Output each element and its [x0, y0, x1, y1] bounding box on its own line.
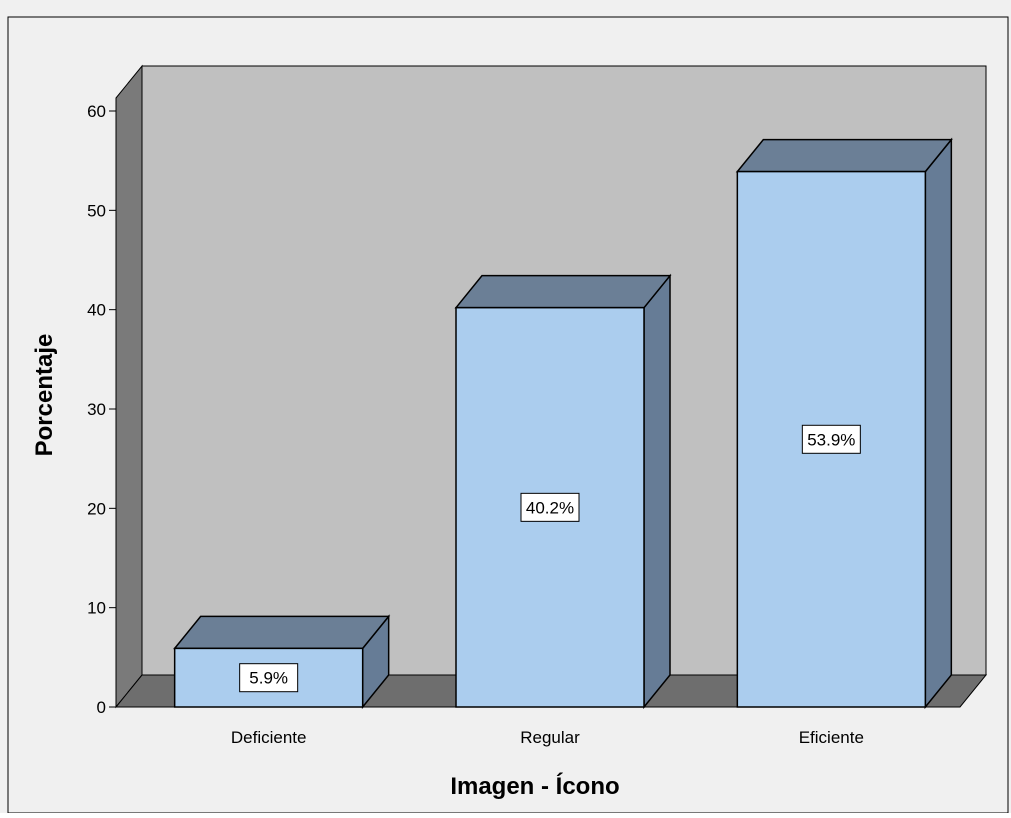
data-label: 53.9%	[807, 430, 855, 449]
y-axis-title: Porcentaje	[31, 334, 58, 457]
bar-side	[924, 137, 953, 710]
data-label-box	[239, 663, 299, 693]
y-tick-label: 50	[87, 201, 106, 220]
data-label: 5.9%	[249, 669, 288, 688]
x-tick-label: Eficiente	[799, 728, 864, 747]
x-axis-title: Imagen - Ícono	[450, 772, 619, 800]
bar-regular	[454, 273, 672, 710]
y-tick-label: 60	[87, 102, 106, 121]
bar-eficiente	[735, 137, 953, 710]
bar-deficiente	[173, 614, 391, 710]
data-label-box	[801, 424, 861, 454]
y-tick-label: 0	[97, 698, 106, 717]
bar-top	[173, 615, 391, 650]
x-tick-label: Regular	[520, 728, 580, 747]
data-label-box	[520, 492, 580, 522]
y-tick-label: 30	[87, 400, 106, 419]
side-wall	[115, 64, 143, 709]
bar-side	[643, 273, 671, 710]
y-tick-label: 20	[87, 499, 106, 518]
bar-top	[735, 138, 953, 173]
bar-top	[454, 274, 672, 309]
data-label: 40.2%	[526, 498, 574, 517]
x-tick-label: Deficiente	[231, 728, 307, 747]
y-tick-label: 40	[87, 301, 106, 320]
y-tick-label: 10	[87, 599, 106, 618]
